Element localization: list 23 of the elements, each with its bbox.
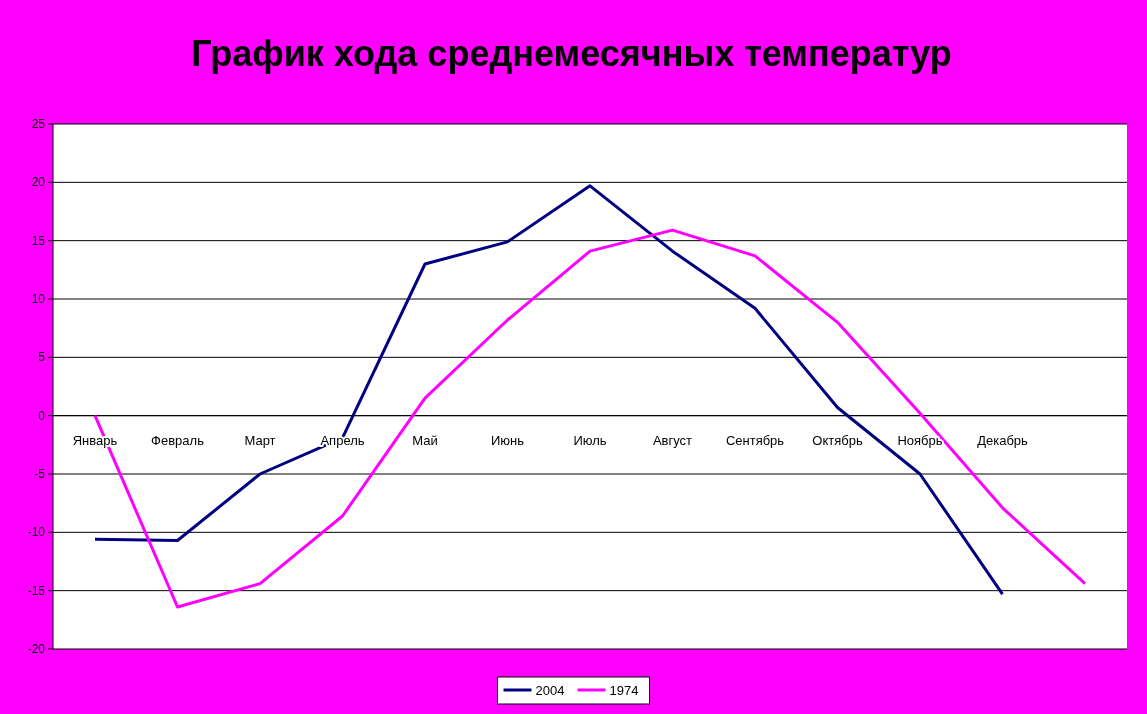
x-tick-label: Ноябрь — [897, 432, 943, 448]
y-tick-label: 25 — [31, 117, 46, 131]
y-tick-label: -10 — [27, 525, 46, 540]
y-tick-label: 15 — [31, 233, 46, 248]
legend-label: 1974 — [609, 683, 639, 698]
x-tick-label: Июль — [573, 432, 607, 448]
y-tick-label: 0 — [38, 408, 46, 423]
y-tick-label: 20 — [31, 175, 46, 190]
y-tick-label: 10 — [31, 292, 46, 306]
y-tick-label: -15 — [27, 583, 46, 598]
x-tick-label: Июнь — [490, 432, 525, 448]
legend-label: 2004 — [535, 683, 565, 698]
x-tick-label: Декабрь — [977, 432, 1029, 448]
x-tick-label: Август — [652, 432, 693, 448]
x-tick-label: Февраль — [151, 432, 205, 448]
x-tick-label: Март — [244, 432, 276, 448]
y-tick-label: 5 — [38, 350, 46, 365]
x-tick-label: Сентябрь — [725, 432, 785, 448]
x-tick-label: Май — [412, 432, 438, 448]
chart-title: График хода среднемесячных температур — [191, 33, 952, 74]
y-tick-label: -5 — [34, 467, 46, 481]
y-tick-label: -20 — [27, 642, 46, 656]
x-tick-label: Октябрь — [812, 432, 863, 448]
